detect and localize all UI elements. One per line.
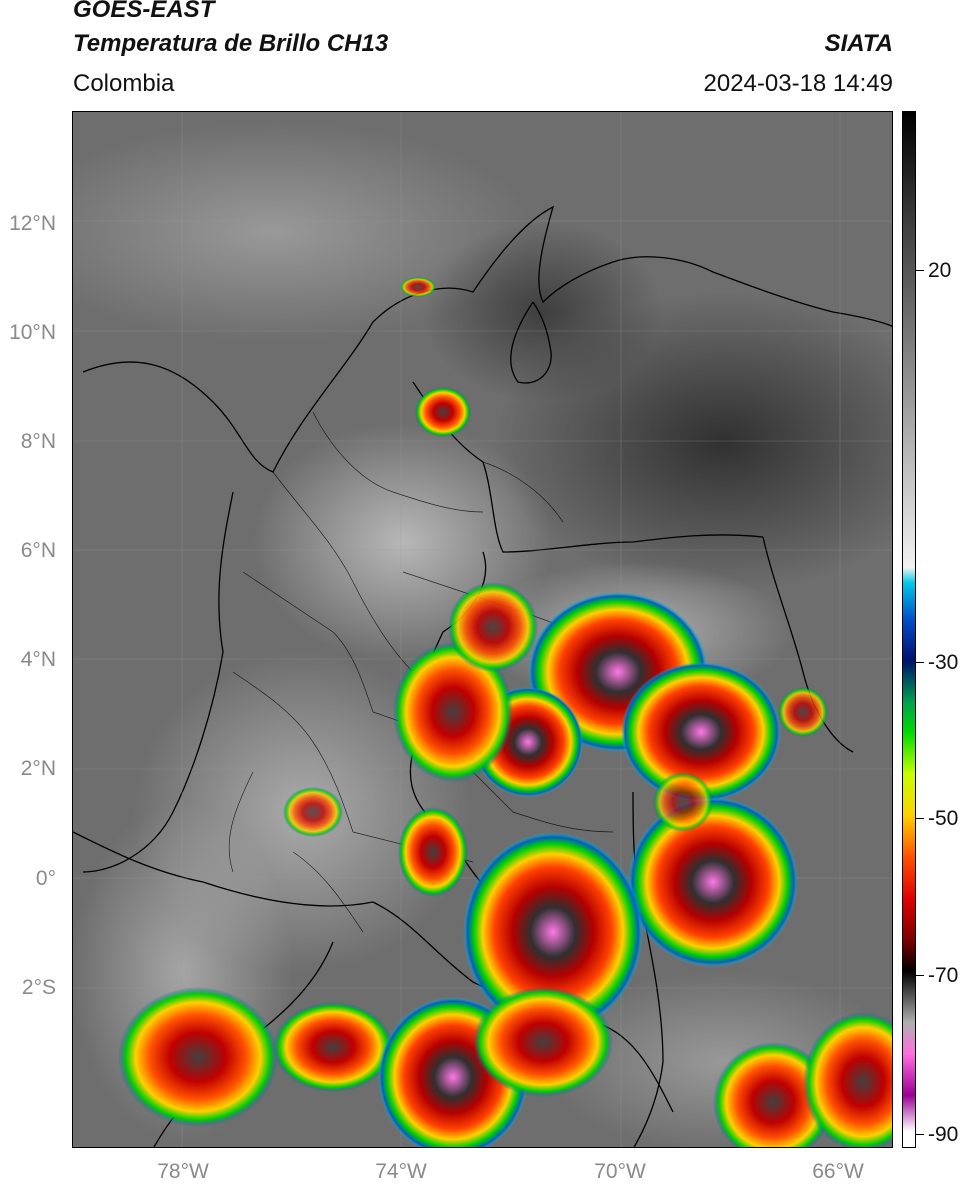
colorbar-tick xyxy=(916,818,924,819)
title-goes-east: GOES-EAST xyxy=(73,0,215,23)
lat-label: 2°N xyxy=(20,757,56,780)
colorbar-tick xyxy=(916,270,924,271)
lon-label: 66°W xyxy=(812,1160,864,1183)
datetime-label: 2024-03-18 14:49 xyxy=(703,70,894,97)
lon-label: 70°W xyxy=(594,1160,646,1183)
region-label: Colombia xyxy=(73,70,175,97)
colorbar-label: -50 xyxy=(928,807,959,830)
satellite-map[interactable] xyxy=(72,111,893,1148)
colorbar-tick xyxy=(916,1134,924,1135)
lon-label: 74°W xyxy=(375,1160,427,1183)
lat-label: 12°N xyxy=(9,212,56,235)
title-product: Temperatura de Brillo CH13 xyxy=(73,30,389,57)
map-svg xyxy=(73,112,892,1147)
lat-label: 6°N xyxy=(20,539,56,562)
lat-label: 2°S xyxy=(21,976,56,999)
lat-label: 10°N xyxy=(9,321,56,344)
colorbar-label: -70 xyxy=(928,964,959,987)
colorbar-label: -90 xyxy=(928,1123,959,1146)
colorbar-tick xyxy=(916,662,924,663)
lat-label: 0° xyxy=(35,867,56,890)
colorbar xyxy=(902,111,916,1148)
colorbar-label: -30 xyxy=(928,651,959,674)
lon-label: 78°W xyxy=(157,1160,209,1183)
lat-label: 4°N xyxy=(20,648,56,671)
colorbar-tick xyxy=(916,975,924,976)
lat-label: 8°N xyxy=(20,430,56,453)
brand-label: SIATA xyxy=(824,30,893,57)
colorbar-label: 20 xyxy=(928,259,952,282)
storm-cells xyxy=(118,277,892,1147)
